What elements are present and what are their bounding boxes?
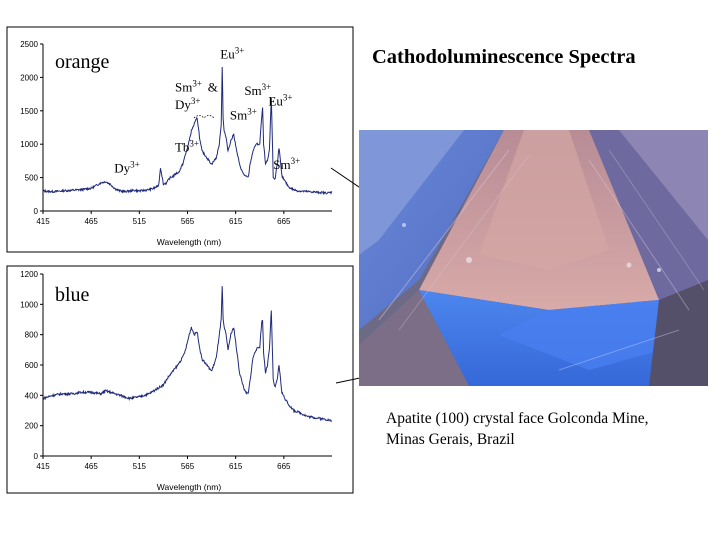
orange-y-tick-label: 1000 (20, 140, 38, 149)
blue-y-tick-label: 1000 (20, 300, 38, 309)
orange-chart-frame (6, 26, 354, 253)
orange-spectrum-chart: orange Wavelength (nm) 0 500 1000 1500 2000 2… (20, 40, 333, 247)
orange-peak-annotation: Eu3+ (268, 92, 292, 108)
blue-y-tick-label: 800 (25, 331, 39, 340)
orange-peak-annotation: Dy3+ (114, 159, 139, 175)
blue-x-tick-label: 515 (133, 462, 147, 471)
orange-x-tick-label: 515 (133, 217, 147, 226)
slide-title: Cathodoluminescence Spectra (372, 46, 636, 68)
orange-x-tick-label: 565 (181, 217, 195, 226)
orange-peak-annotation: Sm3+ (230, 106, 257, 122)
orange-y-tick-label: 2000 (20, 73, 38, 82)
blue-y-tick-label: 200 (25, 422, 39, 431)
orange-x-tick-label: 615 (229, 217, 243, 226)
sm-dy-bracket (193, 115, 215, 119)
blue-x-tick-label: 615 (229, 462, 243, 471)
orange-peak-annotation: Sm3+ (273, 156, 300, 172)
orange-x-tick-label: 465 (84, 217, 98, 226)
blue-x-tick-label: 565 (181, 462, 195, 471)
blue-y-tick-label: 600 (25, 361, 39, 370)
orange-peak-annotation: Eu3+ (220, 46, 244, 62)
apatite-crystal-photo (359, 130, 708, 386)
orange-peak-annotation: Dy3+ (175, 96, 200, 112)
orange-y-tick-label: 1500 (20, 107, 38, 116)
caption-line-2: Minas Gerais, Brazil (386, 431, 515, 448)
blue-x-tick-label: 415 (36, 462, 50, 471)
orange-y-tick-label: 0 (34, 207, 39, 216)
blue-series-line (42, 286, 333, 423)
orange-peak-annotation: Tb3+ (175, 139, 199, 155)
blue-x-axis-label: Wavelength (nm) (157, 482, 222, 492)
blue-x-tick-label: 665 (277, 462, 291, 471)
orange-peak-annotation: & (208, 79, 218, 94)
orange-peak-annotation: Sm3+ (244, 82, 271, 98)
blue-y-tick-label: 400 (25, 391, 39, 400)
crystal-illustration (359, 130, 708, 386)
blue-chart-frame (6, 265, 354, 494)
orange-x-tick-label: 665 (277, 217, 291, 226)
photo-caption: Apatite (100) crystal face Golconda Mine… (386, 408, 649, 450)
blue-spectrum-chart: blue Wavelength (nm) 0 200 400 600 800 1000 12… (20, 270, 333, 492)
blue-panel-label: blue (55, 284, 90, 306)
orange-series-line (42, 66, 333, 196)
blue-y-tick-label: 1200 (20, 270, 38, 279)
caption-line-1: Apatite (100) crystal face Golconda Mine… (386, 410, 649, 427)
orange-x-tick-label: 415 (36, 217, 50, 226)
orange-peak-annotation: Sm3+ (175, 78, 202, 94)
orange-x-axis-label: Wavelength (nm) (157, 237, 222, 247)
blue-y-tick-label: 0 (34, 452, 39, 461)
orange-panel-label: orange (55, 51, 110, 73)
orange-y-tick-label: 500 (25, 174, 39, 183)
blue-x-tick-label: 465 (84, 462, 98, 471)
orange-y-tick-label: 2500 (20, 40, 38, 49)
